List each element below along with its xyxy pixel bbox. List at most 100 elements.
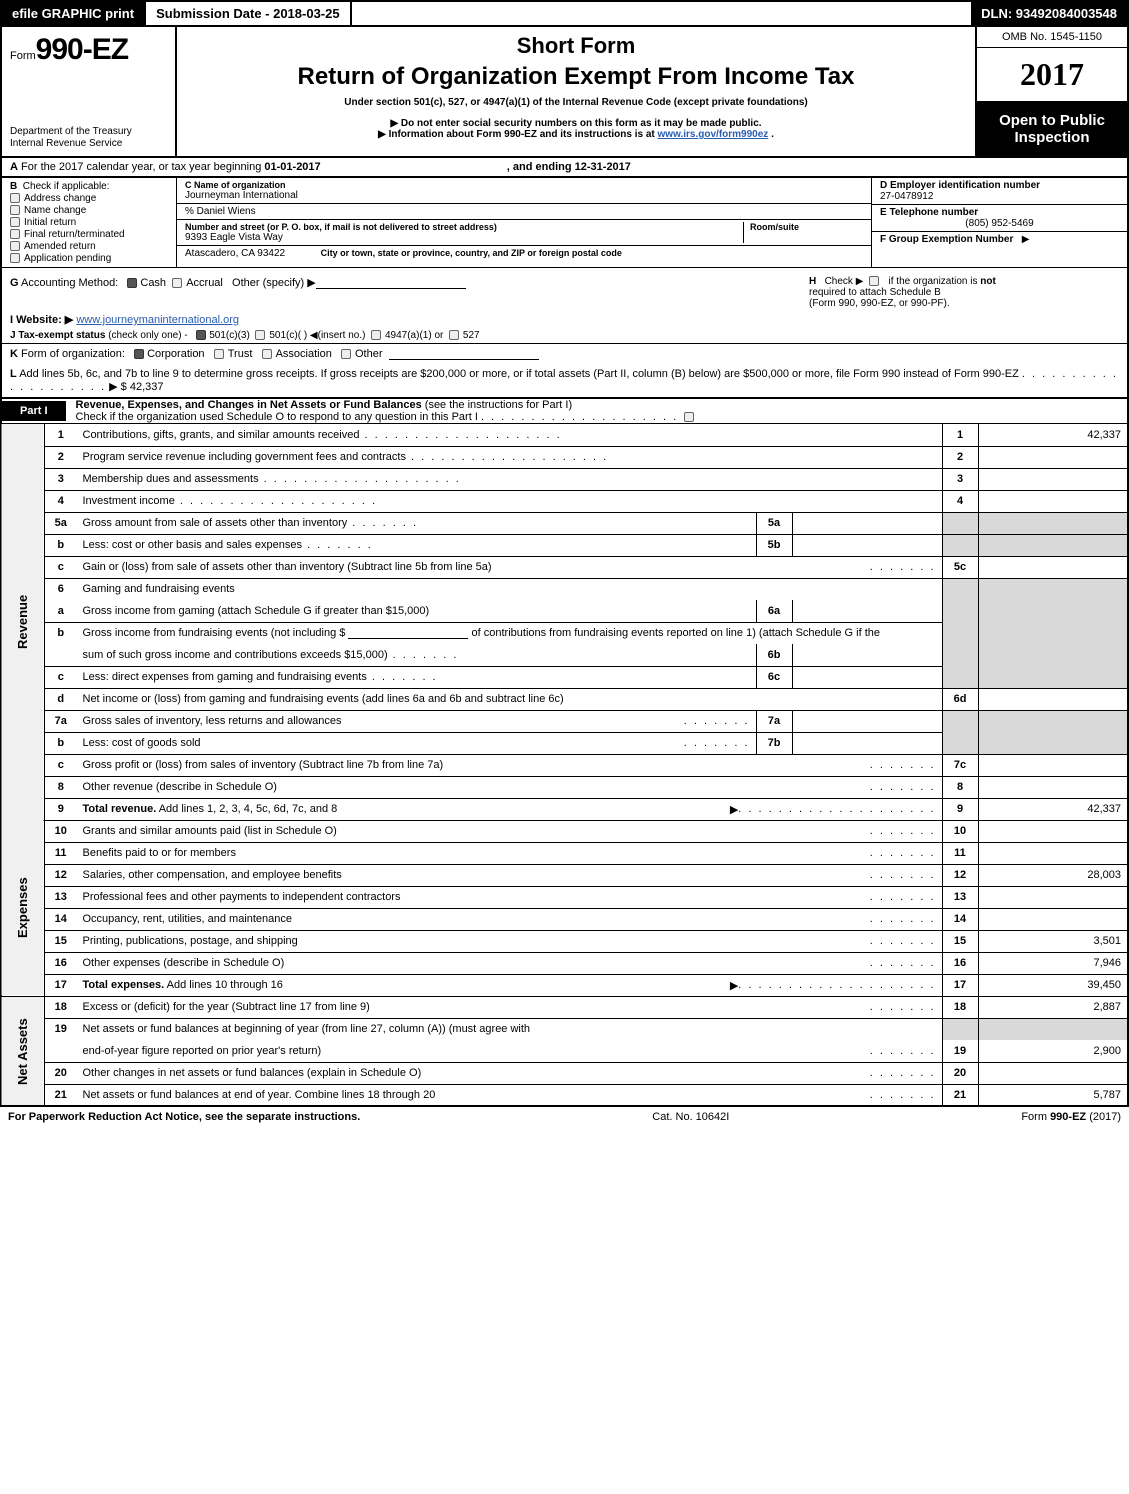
- line-7b: b Less: cost of goods sold 7b: [1, 732, 1128, 754]
- chk-4947[interactable]: [371, 330, 381, 340]
- netassets-side-label: Net Assets: [1, 996, 45, 1106]
- chk-schedule-o[interactable]: [684, 412, 694, 422]
- val-5c: [978, 556, 1128, 578]
- form-number: 990-EZ: [36, 33, 128, 67]
- chk-initial-return[interactable]: [10, 217, 20, 227]
- desc-17: Add lines 10 through 16: [167, 979, 283, 991]
- col-de: D Employer identification number 27-0478…: [872, 178, 1127, 267]
- row-a-mid: , and ending: [507, 161, 575, 173]
- d-ein-value: 27-0478912: [880, 191, 933, 202]
- rln-17: 17: [942, 974, 978, 996]
- line-19-2: end-of-year figure reported on prior yea…: [1, 1040, 1128, 1062]
- val-16: 7,946: [978, 952, 1128, 974]
- val-6a-shade: [978, 600, 1128, 622]
- k-text: Form of organization:: [21, 348, 125, 360]
- ln-19: 19: [45, 1018, 77, 1040]
- val-21: 5,787: [978, 1084, 1128, 1106]
- website-link[interactable]: www.journeymaninternational.org: [76, 314, 239, 326]
- h-text4: (Form 990, 990-EZ, or 990-PF).: [809, 298, 950, 309]
- form-word: Form: [10, 50, 36, 62]
- line-21: 21 Net assets or fund balances at end of…: [1, 1084, 1128, 1106]
- irs-link[interactable]: www.irs.gov/form990ez: [658, 129, 769, 140]
- part-1-header: Part I Revenue, Expenses, and Changes in…: [0, 399, 1129, 424]
- chk-trust[interactable]: [214, 349, 224, 359]
- ln-4: 4: [45, 490, 77, 512]
- chk-name-change[interactable]: [10, 205, 20, 215]
- line-19-1: 19 Net assets or fund balances at beginn…: [1, 1018, 1128, 1040]
- footer-cat: Cat. No. 10642I: [652, 1111, 729, 1123]
- l-text: Add lines 5b, 6c, and 7b to line 9 to de…: [19, 368, 1019, 380]
- val-19-shade: [978, 1018, 1128, 1040]
- rln-13: 13: [942, 886, 978, 908]
- chk-accrual[interactable]: [172, 278, 182, 288]
- chk-h[interactable]: [869, 276, 879, 286]
- mval-5a: [792, 512, 942, 534]
- j-opt-1: 501(c)( ) ◀(insert no.): [269, 330, 365, 341]
- header-center: Short Form Return of Organization Exempt…: [177, 27, 977, 156]
- desc-19-2: end-of-year figure reported on prior yea…: [83, 1045, 322, 1057]
- k-opt-2: Association: [276, 348, 332, 360]
- input-6b-amt[interactable]: [348, 627, 468, 639]
- desc-6b-2: of contributions from fundraising events…: [472, 627, 880, 639]
- val-6-shade: [978, 578, 1128, 600]
- dln-label: DLN: 93492084003548: [971, 2, 1127, 25]
- mval-7b: [792, 732, 942, 754]
- line-2: 2 Program service revenue including gove…: [1, 446, 1128, 468]
- h-check: Check ▶: [825, 276, 864, 287]
- chk-corp[interactable]: [134, 349, 144, 359]
- val-10: [978, 820, 1128, 842]
- mval-7a: [792, 710, 942, 732]
- chk-address-change[interactable]: [10, 193, 20, 203]
- ln-5c: c: [45, 556, 77, 578]
- rln-8: 8: [942, 776, 978, 798]
- opt-final-return: Final return/terminated: [24, 229, 125, 240]
- val-7a-shade: [978, 710, 1128, 732]
- h-label: H: [809, 276, 816, 287]
- j-opt-2: 4947(a)(1) or: [385, 330, 443, 341]
- col-b-title: Check if applicable:: [23, 181, 110, 192]
- chk-501c3[interactable]: [196, 330, 206, 340]
- rln-6-shade: [942, 578, 978, 600]
- line-18: Net Assets 18 Excess or (deficit) for th…: [1, 996, 1128, 1018]
- chk-final-return[interactable]: [10, 229, 20, 239]
- ln-8: 8: [45, 776, 77, 798]
- line-6c: c Less: direct expenses from gaming and …: [1, 666, 1128, 688]
- desc-7c: Gross profit or (loss) from sales of inv…: [83, 759, 444, 771]
- desc-20: Other changes in net assets or fund bala…: [83, 1067, 422, 1079]
- rln-5a-shade: [942, 512, 978, 534]
- ln-6c: c: [45, 666, 77, 688]
- rln-4: 4: [942, 490, 978, 512]
- c-street-value: 9393 Eagle Vista Way: [185, 232, 743, 243]
- mln-6a: 6a: [756, 600, 792, 622]
- desc-6c: Less: direct expenses from gaming and fu…: [83, 671, 367, 683]
- desc-10: Grants and similar amounts paid (list in…: [83, 825, 337, 837]
- g-other-input[interactable]: [316, 277, 466, 289]
- line-11: 11 Benefits paid to or for members 11: [1, 842, 1128, 864]
- rln-6b2-shade: [942, 644, 978, 666]
- j-label: J Tax-exempt status: [10, 330, 105, 341]
- k-other-input[interactable]: [389, 348, 539, 360]
- chk-527[interactable]: [449, 330, 459, 340]
- rln-10: 10: [942, 820, 978, 842]
- val-13: [978, 886, 1128, 908]
- short-form-title: Short Form: [187, 33, 965, 59]
- chk-other-org[interactable]: [341, 349, 351, 359]
- line-17: 17 Total expenses. Add lines 10 through …: [1, 974, 1128, 996]
- section-bcdef: B Check if applicable: Address change Na…: [0, 178, 1129, 268]
- chk-application-pending[interactable]: [10, 253, 20, 263]
- f-grp-label: F Group Exemption Number: [880, 234, 1013, 245]
- chk-assoc[interactable]: [262, 349, 272, 359]
- ln-20: 20: [45, 1062, 77, 1084]
- chk-501c[interactable]: [255, 330, 265, 340]
- d-ein-label: D Employer identification number: [880, 180, 1040, 191]
- chk-amended-return[interactable]: [10, 241, 20, 251]
- desc-6: Gaming and fundraising events: [77, 578, 943, 600]
- ln-3: 3: [45, 468, 77, 490]
- dept-line-1: Department of the Treasury: [10, 126, 167, 138]
- rln-12: 12: [942, 864, 978, 886]
- chk-cash[interactable]: [127, 278, 137, 288]
- j-small: (check only one) -: [108, 330, 187, 341]
- ln-7a: 7a: [45, 710, 77, 732]
- form-header: Form 990-EZ Department of the Treasury I…: [0, 25, 1129, 158]
- ln-2: 2: [45, 446, 77, 468]
